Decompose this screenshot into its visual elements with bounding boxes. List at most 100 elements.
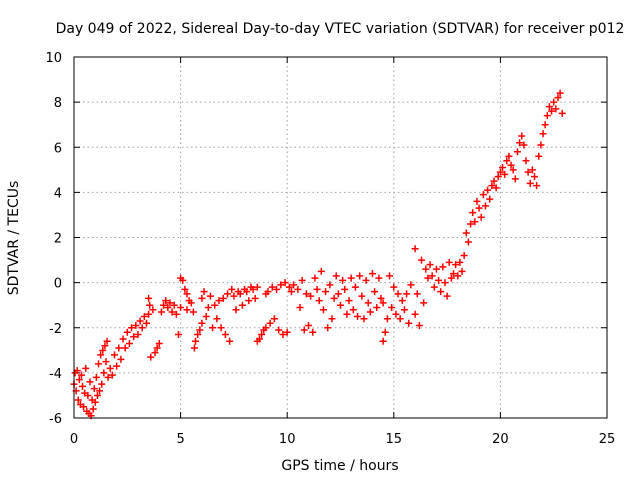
data-point — [460, 252, 468, 260]
data-point — [217, 324, 225, 332]
data-point — [548, 107, 556, 115]
data-point — [317, 267, 325, 275]
data-point — [245, 297, 253, 305]
data-point — [499, 164, 507, 172]
data-point — [473, 197, 481, 205]
axis-ticks: 0 5 10 15 20 25 -6 -4 -2 0 2 4 6 8 10 — [45, 51, 615, 447]
data-point — [287, 288, 295, 296]
data-point — [285, 283, 293, 291]
data-point — [172, 310, 180, 318]
data-point — [79, 382, 87, 390]
data-point — [198, 319, 206, 327]
plot-frame — [73, 56, 608, 419]
data-point — [479, 191, 487, 199]
data-point — [539, 130, 547, 138]
data-point — [435, 276, 443, 284]
data-point — [211, 301, 219, 309]
data-point — [403, 290, 411, 298]
data-point — [558, 109, 566, 117]
data-point — [119, 335, 127, 343]
data-point — [428, 272, 436, 280]
data-point — [134, 331, 142, 339]
grid-lines — [74, 57, 607, 418]
data-point — [300, 326, 308, 334]
data-point — [228, 285, 236, 293]
x-tick-label: 20 — [492, 432, 509, 447]
data-point — [334, 290, 342, 298]
data-point — [160, 301, 168, 309]
data-point — [511, 175, 519, 183]
data-point — [477, 213, 485, 221]
y-tick-label: 6 — [54, 141, 62, 156]
data-point — [486, 195, 494, 203]
data-point — [554, 94, 562, 102]
data-point — [82, 364, 90, 372]
data-point — [524, 168, 532, 176]
data-point — [115, 344, 123, 352]
data-point — [264, 288, 272, 296]
data-point — [531, 173, 539, 181]
data-point — [326, 281, 334, 289]
data-point — [200, 288, 208, 296]
y-tick-label: 2 — [54, 232, 62, 247]
data-point — [443, 292, 451, 300]
data-point — [309, 328, 317, 336]
data-point — [98, 380, 106, 388]
data-point — [392, 310, 400, 318]
data-point — [99, 346, 107, 354]
data-point — [132, 321, 140, 329]
y-tick-label: 4 — [54, 186, 62, 201]
data-point — [77, 371, 85, 379]
x-tick-label: 10 — [279, 432, 296, 447]
data-point — [501, 170, 509, 178]
data-point — [313, 285, 321, 293]
data-point — [379, 337, 387, 345]
data-point — [147, 353, 155, 361]
data-point — [432, 265, 440, 273]
data-point — [324, 324, 332, 332]
data-point — [386, 272, 394, 280]
y-axis-label: SDTVAR / TECUs — [6, 181, 22, 296]
data-point — [164, 303, 172, 311]
data-point — [462, 229, 470, 237]
y-tick-label: -4 — [49, 367, 62, 382]
data-point — [516, 139, 524, 147]
data-point — [177, 303, 185, 311]
data-point — [390, 283, 398, 291]
data-point — [93, 391, 101, 399]
data-point — [96, 387, 104, 395]
data-point — [268, 283, 276, 291]
data-point — [170, 301, 178, 309]
data-point — [206, 292, 214, 300]
data-point — [181, 285, 189, 293]
data-point — [411, 245, 419, 253]
data-point — [322, 288, 330, 296]
data-point — [145, 310, 153, 318]
data-point — [97, 351, 105, 359]
data-point — [251, 294, 259, 302]
x-tick-label: 5 — [176, 432, 184, 447]
data-point — [74, 396, 82, 404]
data-point — [73, 367, 81, 375]
data-point — [262, 324, 270, 332]
data-point — [166, 299, 174, 307]
data-point — [445, 258, 453, 266]
data-point — [298, 276, 306, 284]
data-point — [405, 319, 413, 327]
data-point — [356, 272, 364, 280]
data-point — [174, 331, 182, 339]
data-point — [153, 344, 161, 352]
data-point — [537, 141, 545, 149]
data-point — [381, 328, 389, 336]
data-point — [80, 403, 88, 411]
data-point — [518, 132, 526, 140]
data-point — [100, 369, 108, 377]
data-point — [552, 105, 560, 113]
data-point — [219, 294, 227, 302]
data-point — [471, 218, 479, 226]
data-point — [113, 362, 121, 370]
data-point — [108, 371, 116, 379]
data-point — [420, 299, 428, 307]
data-point — [213, 315, 221, 323]
data-point — [128, 324, 136, 332]
